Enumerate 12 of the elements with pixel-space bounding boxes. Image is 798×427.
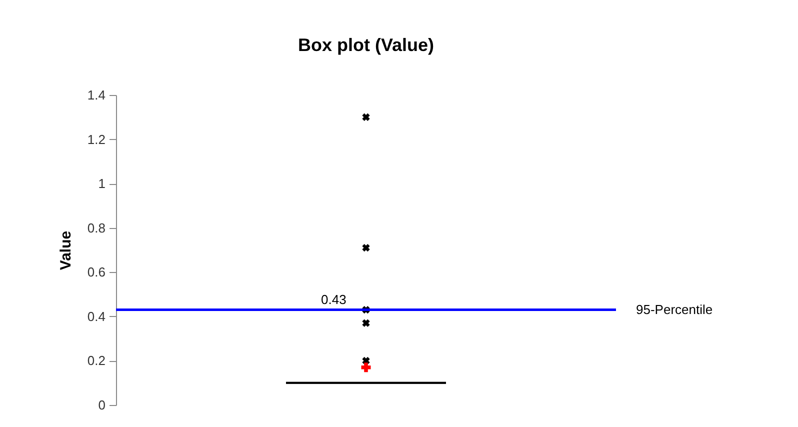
y-tick-label: 1.2 bbox=[87, 132, 106, 147]
chart-title: Box plot (Value) bbox=[298, 35, 434, 55]
y-tick-label: 0.6 bbox=[87, 264, 106, 280]
ref-line-label: 95-Percentile bbox=[636, 302, 713, 317]
annotation: 0.43 bbox=[321, 292, 346, 307]
y-axis-title: Value bbox=[57, 230, 74, 270]
y-tick-label: 1 bbox=[98, 176, 106, 192]
y-tick-label: 1.4 bbox=[87, 88, 106, 102]
y-tick-label: 0.8 bbox=[87, 220, 106, 236]
y-tick-label: 0.4 bbox=[87, 308, 106, 324]
y-tick-label: 0 bbox=[98, 398, 106, 412]
y-tick-label: 0.2 bbox=[87, 353, 106, 368]
